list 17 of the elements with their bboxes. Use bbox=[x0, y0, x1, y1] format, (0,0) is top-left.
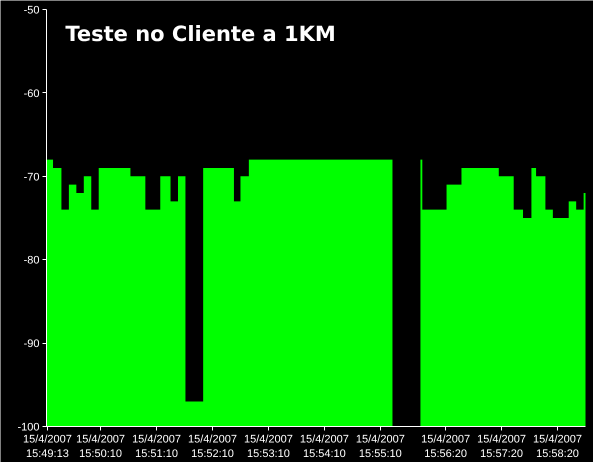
y-tick-label: -60 bbox=[24, 88, 40, 100]
y-tick-label: -100 bbox=[17, 422, 40, 434]
x-tick-label: 15/4/2007 15:56:20 bbox=[421, 434, 470, 460]
x-tick-label: 15/4/2007 15:53:10 bbox=[244, 434, 293, 460]
x-tick-label: 15/4/2007 15:52:10 bbox=[188, 434, 237, 460]
x-tick-label: 15/4/2007 15:51:10 bbox=[132, 434, 182, 460]
x-tick-label: 15/4/2007 15:58:20 bbox=[533, 434, 582, 460]
y-tick-label: -50 bbox=[24, 4, 40, 16]
y-tick-label: -80 bbox=[24, 254, 40, 267]
text: Teste no Cliente a 1KM bbox=[65, 22, 336, 46]
x-tick-label: 15/4/2007 15:55:10 bbox=[356, 434, 405, 460]
x-tick-label: 15/4/2007 15:50:10 bbox=[76, 434, 126, 460]
y-tick-label: -90 bbox=[24, 338, 40, 350]
x-tick-label: 15/4/2007 15:54:10 bbox=[300, 434, 349, 460]
x-tick-label: 15/4/2007 15:49:13 bbox=[22, 434, 72, 460]
y-tick-label: -70 bbox=[24, 171, 40, 184]
x-tick-label: 15/4/2007 15:57:20 bbox=[477, 434, 526, 460]
